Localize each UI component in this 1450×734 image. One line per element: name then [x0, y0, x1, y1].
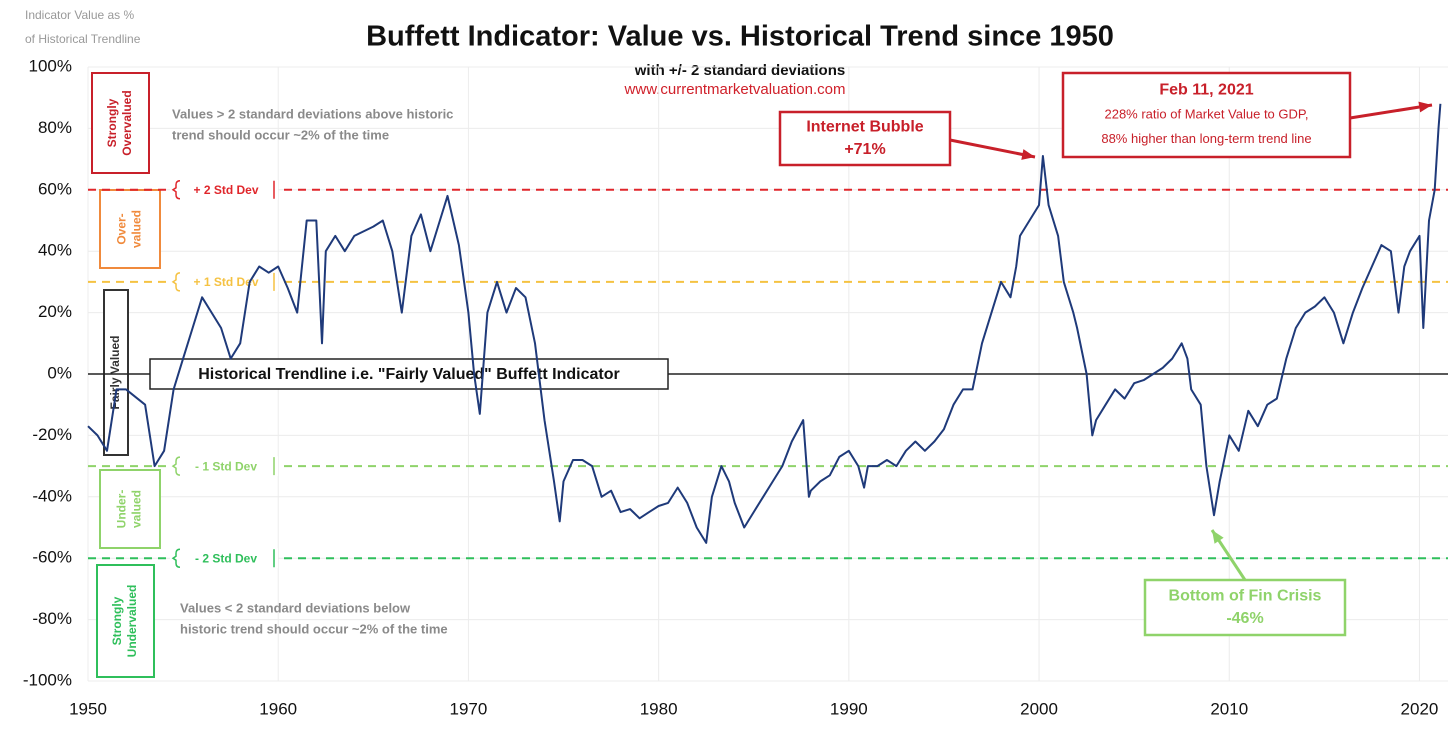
brace	[171, 548, 275, 568]
brace	[171, 272, 275, 292]
reference-label-bg	[170, 179, 278, 200]
zone-label: Strongly	[110, 596, 124, 645]
y-tick-label: -60%	[32, 548, 72, 567]
reference-label-bg	[170, 271, 278, 292]
y-tick-label: -20%	[32, 425, 72, 444]
y-tick-label: -40%	[32, 486, 72, 505]
y-tick-label: 80%	[38, 118, 72, 137]
zone-box	[99, 469, 161, 549]
annotation-text: 88% higher than long-term trend line	[1101, 131, 1311, 146]
x-tick-label: 1990	[830, 699, 868, 718]
annotation-text: +71%	[844, 141, 885, 158]
x-tick-label: 1970	[450, 699, 488, 718]
x-tick-label: 1960	[259, 699, 297, 718]
y-axis-label: of Historical Trendline	[25, 32, 141, 46]
note: Values < 2 standard deviations below	[180, 600, 411, 615]
y-tick-label: 0%	[47, 363, 72, 382]
y-tick-label: 40%	[38, 241, 72, 260]
zone-box	[99, 189, 161, 269]
x-tick-label: 2020	[1401, 699, 1439, 718]
reference-label-bg	[170, 456, 278, 477]
zone-box	[91, 72, 150, 174]
zone-label: Undervalued	[125, 585, 139, 658]
reference-label: - 1 Std Dev	[195, 459, 257, 473]
chart-subtitle: with +/- 2 standard deviations	[634, 62, 845, 79]
zone-label: Over-	[115, 213, 129, 244]
zone-box	[103, 289, 129, 456]
trend-label: Historical Trendline i.e. "Fairly Valued…	[198, 366, 619, 383]
zone-label: Overvalued	[120, 90, 134, 155]
zone-label: Strongly	[105, 98, 119, 147]
note: trend should occur ~2% of the time	[172, 127, 389, 142]
reference-label: + 2 Std Dev	[193, 183, 258, 197]
annotation-text: Feb 11, 2021	[1159, 82, 1253, 99]
annotation-box	[778, 110, 952, 167]
x-tick-label: 2010	[1210, 699, 1248, 718]
zone-label: Under-	[115, 490, 129, 529]
annotation-arrow	[1349, 103, 1433, 120]
zone-box	[96, 564, 155, 678]
zone-label: valued	[130, 210, 144, 248]
data-line	[87, 103, 1442, 544]
reference-label-bg	[170, 548, 278, 569]
y-tick-label: -100%	[23, 670, 72, 689]
y-tick-label: 60%	[38, 179, 72, 198]
x-tick-label: 1950	[69, 699, 107, 718]
annotation-box	[1061, 71, 1352, 159]
note: historic trend should occur ~2% of the t…	[180, 621, 448, 636]
note: Values > 2 standard deviations above his…	[172, 106, 453, 121]
y-tick-label: 20%	[38, 302, 72, 321]
arrow-head	[1212, 530, 1224, 544]
chart-title: Buffett Indicator: Value vs. Historical …	[366, 21, 1114, 53]
zone-label: valued	[130, 490, 144, 528]
annotation-text: Internet Bubble	[806, 119, 923, 136]
y-tick-label: 100%	[29, 56, 72, 75]
annotation-text: -46%	[1226, 610, 1263, 627]
zone-label: Fairly Valued	[108, 335, 122, 409]
y-axis-label: Indicator Value as %	[25, 8, 135, 22]
y-tick-label: -80%	[32, 609, 72, 628]
x-tick-label: 1980	[640, 699, 678, 718]
trend-label-box	[149, 358, 669, 390]
annotation-text: Bottom of Fin Crisis	[1169, 587, 1322, 604]
reference-label: + 1 Std Dev	[193, 275, 258, 289]
brace	[171, 456, 275, 476]
annotation-text: 228% ratio of Market Value to GDP,	[1104, 106, 1308, 121]
reference-label: - 2 Std Dev	[195, 551, 257, 565]
arrow-head	[1418, 101, 1432, 113]
source: www.currentmarketvaluation.com	[624, 81, 846, 98]
brace	[171, 180, 275, 200]
arrow-head	[1021, 149, 1035, 160]
x-tick-label: 2000	[1020, 699, 1058, 718]
annotation-box	[1143, 578, 1347, 637]
annotation-arrow	[949, 138, 1036, 159]
